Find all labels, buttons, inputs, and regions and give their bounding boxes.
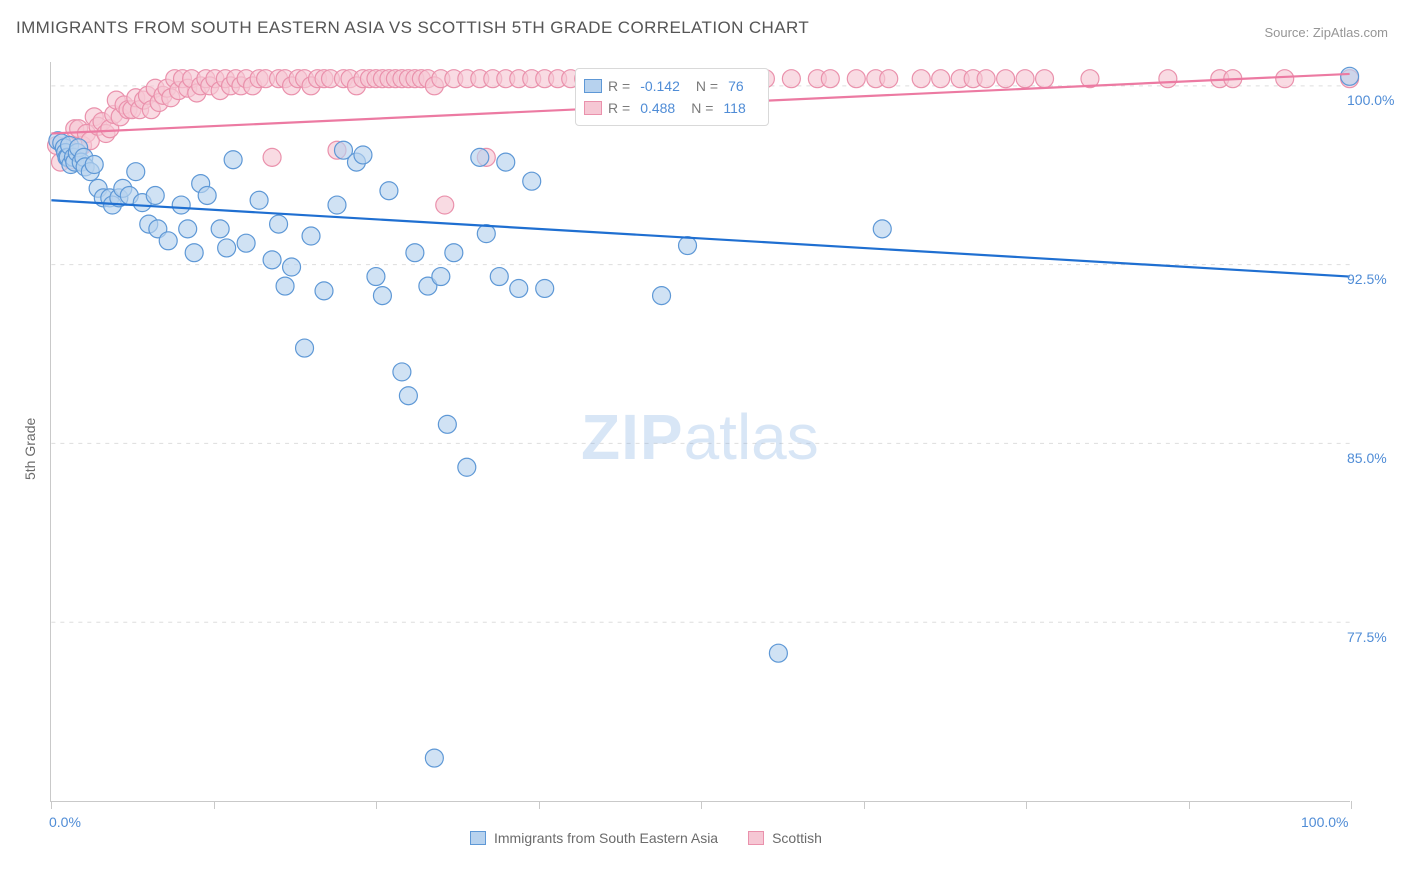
n-label: N = xyxy=(691,97,713,119)
data-point xyxy=(380,182,398,200)
data-point xyxy=(146,187,164,205)
data-point xyxy=(393,363,411,381)
data-point xyxy=(847,70,865,88)
plot-svg xyxy=(51,62,1350,801)
x-tick xyxy=(51,801,52,809)
data-point xyxy=(977,70,995,88)
data-point xyxy=(1341,67,1359,85)
data-point xyxy=(536,279,554,297)
x-tick-label: 100.0% xyxy=(1301,814,1348,830)
x-tick xyxy=(864,801,865,809)
n-value-blue: 76 xyxy=(724,75,754,97)
x-tick-label: 0.0% xyxy=(49,814,81,830)
bottom-swatch-blue-icon xyxy=(470,831,486,845)
y-axis-title: 5th Grade xyxy=(22,418,38,480)
data-point xyxy=(458,458,476,476)
plot-area: ZIPatlas R = -0.142 N = 76 R = 0.488 N =… xyxy=(50,62,1350,802)
x-tick xyxy=(1189,801,1190,809)
data-point xyxy=(198,187,216,205)
data-point xyxy=(354,146,372,164)
stats-row-pink: R = 0.488 N = 118 xyxy=(584,97,756,119)
legend-swatch-pink-icon xyxy=(584,101,602,115)
data-point xyxy=(432,268,450,286)
data-point xyxy=(224,151,242,169)
data-point xyxy=(302,227,320,245)
legend-swatch-blue-icon xyxy=(584,79,602,93)
data-point xyxy=(782,70,800,88)
data-point xyxy=(1159,70,1177,88)
r-label: R = xyxy=(608,75,630,97)
data-point xyxy=(497,153,515,171)
data-point xyxy=(438,415,456,433)
bottom-swatch-pink-icon xyxy=(748,831,764,845)
n-value-pink: 118 xyxy=(719,97,755,119)
data-point xyxy=(276,277,294,295)
data-point xyxy=(445,244,463,262)
data-point xyxy=(425,749,443,767)
series-blue xyxy=(49,67,1359,767)
x-tick xyxy=(1026,801,1027,809)
data-point xyxy=(1036,70,1054,88)
data-point xyxy=(406,244,424,262)
data-point xyxy=(880,70,898,88)
data-point xyxy=(821,70,839,88)
data-point xyxy=(172,196,190,214)
data-point xyxy=(315,282,333,300)
data-point xyxy=(263,251,281,269)
data-point xyxy=(477,225,495,243)
x-tick xyxy=(1351,801,1352,809)
data-point xyxy=(296,339,314,357)
data-point xyxy=(679,237,697,255)
data-point xyxy=(1016,70,1034,88)
data-point xyxy=(237,234,255,252)
data-point xyxy=(179,220,197,238)
data-point xyxy=(873,220,891,238)
bottom-legend: Immigrants from South Eastern Asia Scott… xyxy=(470,830,822,846)
bottom-label-pink: Scottish xyxy=(772,830,822,846)
data-point xyxy=(328,196,346,214)
data-point xyxy=(218,239,236,257)
chart-container: IMMIGRANTS FROM SOUTH EASTERN ASIA VS SC… xyxy=(0,0,1406,892)
stats-legend: R = -0.142 N = 76 R = 0.488 N = 118 xyxy=(575,68,769,126)
data-point xyxy=(997,70,1015,88)
data-point xyxy=(490,268,508,286)
x-tick xyxy=(214,801,215,809)
chart-title: IMMIGRANTS FROM SOUTH EASTERN ASIA VS SC… xyxy=(16,18,809,38)
r-value-blue: -0.142 xyxy=(636,75,690,97)
y-tick-label: 77.5% xyxy=(1347,629,1387,645)
data-point xyxy=(932,70,950,88)
data-point xyxy=(270,215,288,233)
data-point xyxy=(211,220,229,238)
data-point xyxy=(523,172,541,190)
r-label: R = xyxy=(608,97,630,119)
data-point xyxy=(85,156,103,174)
r-value-pink: 0.488 xyxy=(636,97,685,119)
y-tick-label: 92.5% xyxy=(1347,271,1387,287)
y-tick-label: 85.0% xyxy=(1347,450,1387,466)
data-point xyxy=(1276,70,1294,88)
data-point xyxy=(185,244,203,262)
data-point xyxy=(373,287,391,305)
stats-row-blue: R = -0.142 N = 76 xyxy=(584,75,756,97)
y-tick-label: 100.0% xyxy=(1347,92,1394,108)
x-tick xyxy=(376,801,377,809)
data-point xyxy=(436,196,454,214)
data-point xyxy=(159,232,177,250)
data-point xyxy=(510,279,528,297)
data-point xyxy=(283,258,301,276)
data-point xyxy=(127,163,145,181)
data-point xyxy=(653,287,671,305)
data-point xyxy=(367,268,385,286)
x-tick xyxy=(539,801,540,809)
data-point xyxy=(769,644,787,662)
n-label: N = xyxy=(696,75,718,97)
data-point xyxy=(912,70,930,88)
data-point xyxy=(471,148,489,166)
data-point xyxy=(399,387,417,405)
x-tick xyxy=(701,801,702,809)
data-point xyxy=(250,191,268,209)
source-label: Source: ZipAtlas.com xyxy=(1264,25,1388,40)
data-point xyxy=(263,148,281,166)
bottom-label-blue: Immigrants from South Eastern Asia xyxy=(494,830,718,846)
